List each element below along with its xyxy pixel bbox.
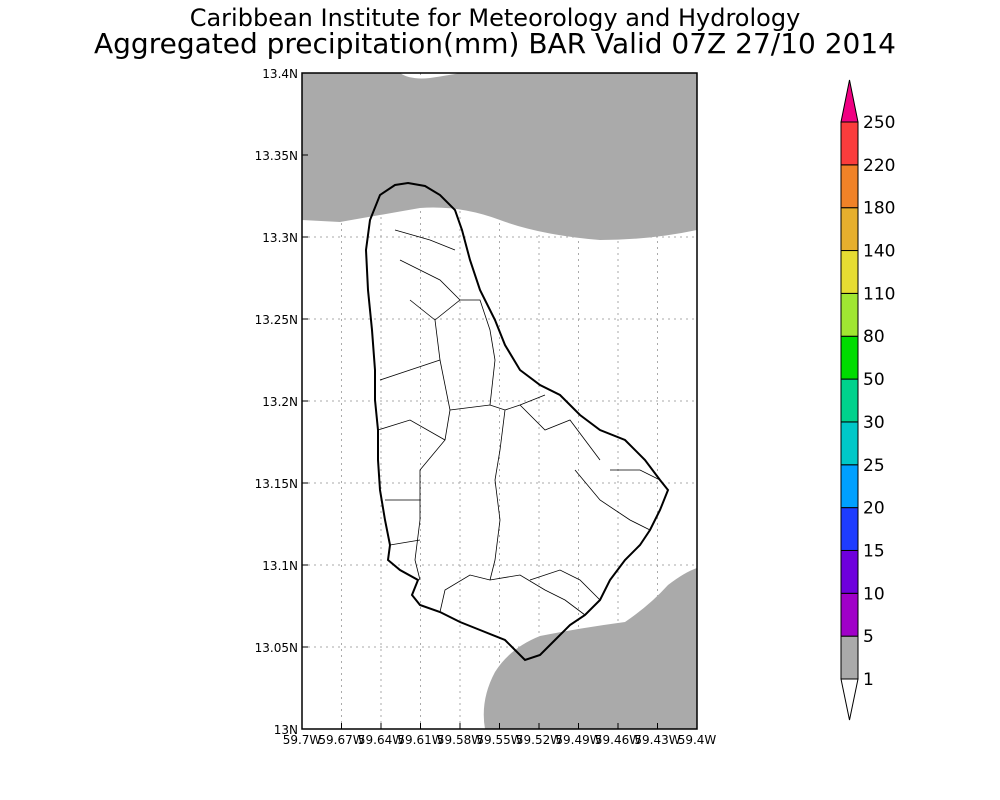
colorbar-segment	[840, 378, 859, 423]
x-tick-label: 59.64W	[358, 733, 404, 747]
x-tick-label: 59.61W	[397, 733, 443, 747]
x-tick-label: 59.49W	[555, 733, 601, 747]
y-tick-label: 13.2N	[262, 395, 298, 409]
precip-area-north	[302, 73, 697, 240]
colorbar-label: 50	[863, 370, 885, 390]
colorbar-label: 110	[863, 284, 895, 304]
colorbar-segment	[840, 121, 859, 166]
colorbar-segment	[840, 250, 859, 294]
colorbar-segment	[840, 507, 859, 551]
watershed-boundaries	[377, 229, 661, 616]
x-tick-label: 59.46W	[595, 733, 641, 747]
colorbar-segment	[840, 549, 859, 594]
x-tick-label: 59.67W	[318, 733, 364, 747]
colorbar-label: 80	[863, 327, 885, 347]
colorbar-segment	[840, 207, 859, 252]
precip-area-southeast	[483, 568, 697, 729]
colorbar-under-arrow	[840, 678, 859, 721]
x-tick-label: 59.7W	[283, 733, 322, 747]
colorbar-label: 250	[863, 113, 895, 133]
colorbar-segment	[840, 292, 859, 337]
precipitation-fill	[302, 73, 697, 729]
colorbar-label: 30	[863, 413, 885, 433]
colorbar-label: 20	[863, 499, 885, 519]
colorbar-segment	[840, 464, 859, 509]
colorbar-segment	[840, 421, 859, 466]
y-axis: 13N 13.05N 13.1N 13.15N 13.2N 13.25N 13.3N 13.3…	[255, 67, 308, 737]
y-tick-label: 13.15N	[255, 477, 298, 491]
colorbar-over-arrow	[840, 79, 859, 123]
y-tick-label: 13.35N	[255, 149, 298, 163]
y-tick-label: 13.05N	[255, 641, 298, 655]
x-tick-label: 59.4W	[678, 733, 717, 747]
x-tick-label: 59.52W	[516, 733, 562, 747]
colorbar-label: 5	[863, 627, 874, 647]
chart-subtitle: Aggregated precipitation(mm) BAR Valid 0…	[94, 27, 896, 60]
colorbar-segment	[840, 592, 859, 637]
x-tick-label: 59.55W	[476, 733, 522, 747]
colorbar-segment	[840, 635, 859, 680]
colorbar-label: 15	[863, 541, 885, 561]
y-tick-label: 13.25N	[255, 313, 298, 327]
y-tick-label: 13.1N	[262, 559, 298, 573]
chart-title: Caribbean Institute for Meteorology and …	[189, 4, 801, 32]
y-tick-label: 13N	[274, 723, 298, 737]
colorbar-segment	[840, 164, 859, 209]
colorbar-label: 25	[863, 456, 885, 476]
colorbar-label: 10	[863, 584, 885, 604]
x-tick-label: 59.43W	[634, 733, 680, 747]
x-tick-label: 59.58W	[437, 733, 483, 747]
y-tick-label: 13.3N	[262, 231, 298, 245]
colorbar-segment	[840, 335, 859, 380]
colorbar-label: 180	[863, 199, 895, 219]
barbados-coastline	[364, 181, 670, 662]
colorbar-label: 140	[863, 242, 895, 262]
colorbar-label: 1	[863, 670, 874, 690]
colorbar-label: 220	[863, 156, 895, 176]
y-tick-label: 13.4N	[262, 67, 298, 81]
x-axis: 59.7W59.67W59.64W59.61W59.58W59.55W59.52…	[283, 723, 717, 747]
